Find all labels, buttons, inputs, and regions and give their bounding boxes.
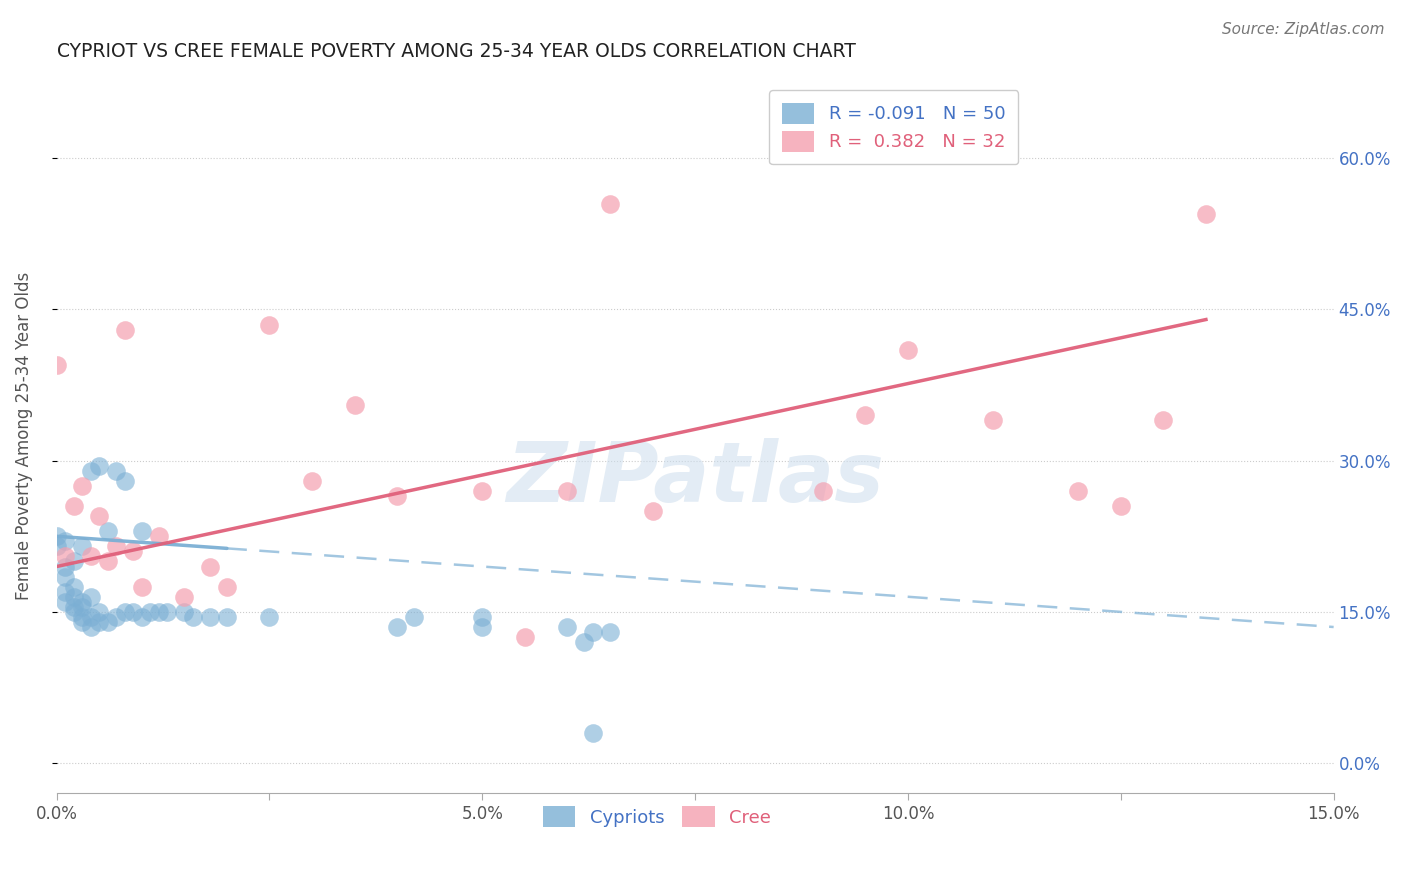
Point — [1152, 413, 1174, 427]
Legend: Cypriots, Cree: Cypriots, Cree — [536, 799, 779, 834]
Point — [557, 483, 579, 498]
Point — [105, 610, 128, 624]
Point — [811, 483, 834, 498]
Point — [471, 610, 494, 624]
Point — [557, 620, 579, 634]
Point — [62, 599, 84, 614]
Point — [173, 590, 195, 604]
Point — [62, 580, 84, 594]
Point — [70, 615, 93, 629]
Point — [79, 549, 101, 564]
Text: CYPRIOT VS CREE FEMALE POVERTY AMONG 25-34 YEAR OLDS CORRELATION CHART: CYPRIOT VS CREE FEMALE POVERTY AMONG 25-… — [56, 42, 855, 61]
Point — [343, 398, 366, 412]
Point — [45, 529, 67, 543]
Point — [131, 580, 153, 594]
Point — [599, 625, 621, 640]
Point — [404, 610, 426, 624]
Point — [79, 620, 101, 634]
Point — [53, 595, 76, 609]
Point — [45, 540, 67, 554]
Point — [259, 318, 281, 332]
Point — [641, 504, 664, 518]
Point — [1067, 483, 1090, 498]
Point — [62, 605, 84, 619]
Point — [1195, 207, 1218, 221]
Point — [1109, 499, 1132, 513]
Point — [385, 620, 408, 634]
Point — [62, 554, 84, 568]
Point — [131, 524, 153, 539]
Point — [79, 610, 101, 624]
Point — [301, 474, 323, 488]
Point — [70, 599, 93, 614]
Point — [114, 474, 136, 488]
Point — [215, 580, 238, 594]
Point — [198, 610, 221, 624]
Text: Source: ZipAtlas.com: Source: ZipAtlas.com — [1222, 22, 1385, 37]
Point — [259, 610, 281, 624]
Point — [89, 605, 111, 619]
Point — [70, 479, 93, 493]
Point — [53, 549, 76, 564]
Point — [45, 358, 67, 372]
Point — [114, 323, 136, 337]
Point — [599, 196, 621, 211]
Point — [89, 509, 111, 524]
Point — [148, 529, 170, 543]
Point — [471, 483, 494, 498]
Text: ZIPatlas: ZIPatlas — [506, 438, 884, 519]
Point — [148, 605, 170, 619]
Point — [105, 464, 128, 478]
Point — [53, 534, 76, 549]
Point — [198, 559, 221, 574]
Point — [981, 413, 1004, 427]
Point — [122, 605, 145, 619]
Point — [513, 630, 536, 644]
Point — [62, 590, 84, 604]
Point — [89, 615, 111, 629]
Point — [89, 458, 111, 473]
Point — [582, 726, 605, 740]
Point — [79, 464, 101, 478]
Point — [574, 635, 596, 649]
Point — [122, 544, 145, 558]
Point — [97, 554, 120, 568]
Point — [97, 615, 120, 629]
Point — [215, 610, 238, 624]
Point — [181, 610, 204, 624]
Point — [53, 584, 76, 599]
Point — [173, 605, 195, 619]
Point — [70, 610, 93, 624]
Point — [114, 605, 136, 619]
Point — [105, 540, 128, 554]
Point — [70, 595, 93, 609]
Point — [97, 524, 120, 539]
Point — [131, 610, 153, 624]
Point — [53, 559, 76, 574]
Point — [62, 499, 84, 513]
Point — [385, 489, 408, 503]
Y-axis label: Female Poverty Among 25-34 Year Olds: Female Poverty Among 25-34 Year Olds — [15, 271, 32, 599]
Point — [897, 343, 920, 357]
Point — [855, 409, 877, 423]
Point — [79, 590, 101, 604]
Point — [70, 540, 93, 554]
Point — [582, 625, 605, 640]
Point — [139, 605, 162, 619]
Point — [156, 605, 179, 619]
Point — [471, 620, 494, 634]
Point — [53, 569, 76, 583]
